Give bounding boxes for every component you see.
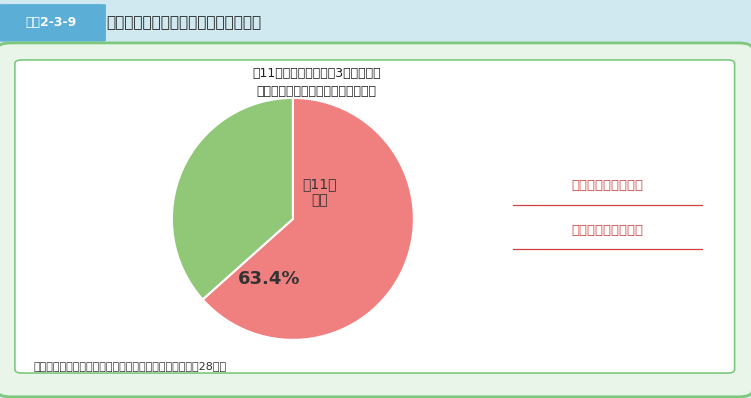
Wedge shape	[203, 98, 414, 340]
Text: 63.4%: 63.4%	[237, 270, 300, 289]
Text: 夜11時以降に寝る中学3年生の割合
【夜型生活による睡眠時間の不足】: 夜11時以降に寝る中学3年生の割合 【夜型生活による睡眠時間の不足】	[252, 67, 381, 98]
FancyBboxPatch shape	[0, 4, 106, 42]
Text: 図表2-3-9: 図表2-3-9	[26, 16, 77, 29]
Text: 中学生の６割以上が: 中学生の６割以上が	[572, 179, 644, 192]
Text: 夜１１時以降に就寝: 夜１１時以降に就寝	[572, 224, 644, 236]
Wedge shape	[172, 98, 293, 299]
Text: （出典）文部科学省「全国学力・学習状況調査」（平成28年）: （出典）文部科学省「全国学力・学習状況調査」（平成28年）	[33, 361, 226, 371]
Text: 夜11時
以降: 夜11時 以降	[302, 177, 336, 207]
FancyBboxPatch shape	[15, 60, 734, 373]
FancyBboxPatch shape	[0, 43, 751, 397]
Text: 夜１１時以降に寝る中学３年生の割合: 夜１１時以降に寝る中学３年生の割合	[107, 16, 262, 30]
